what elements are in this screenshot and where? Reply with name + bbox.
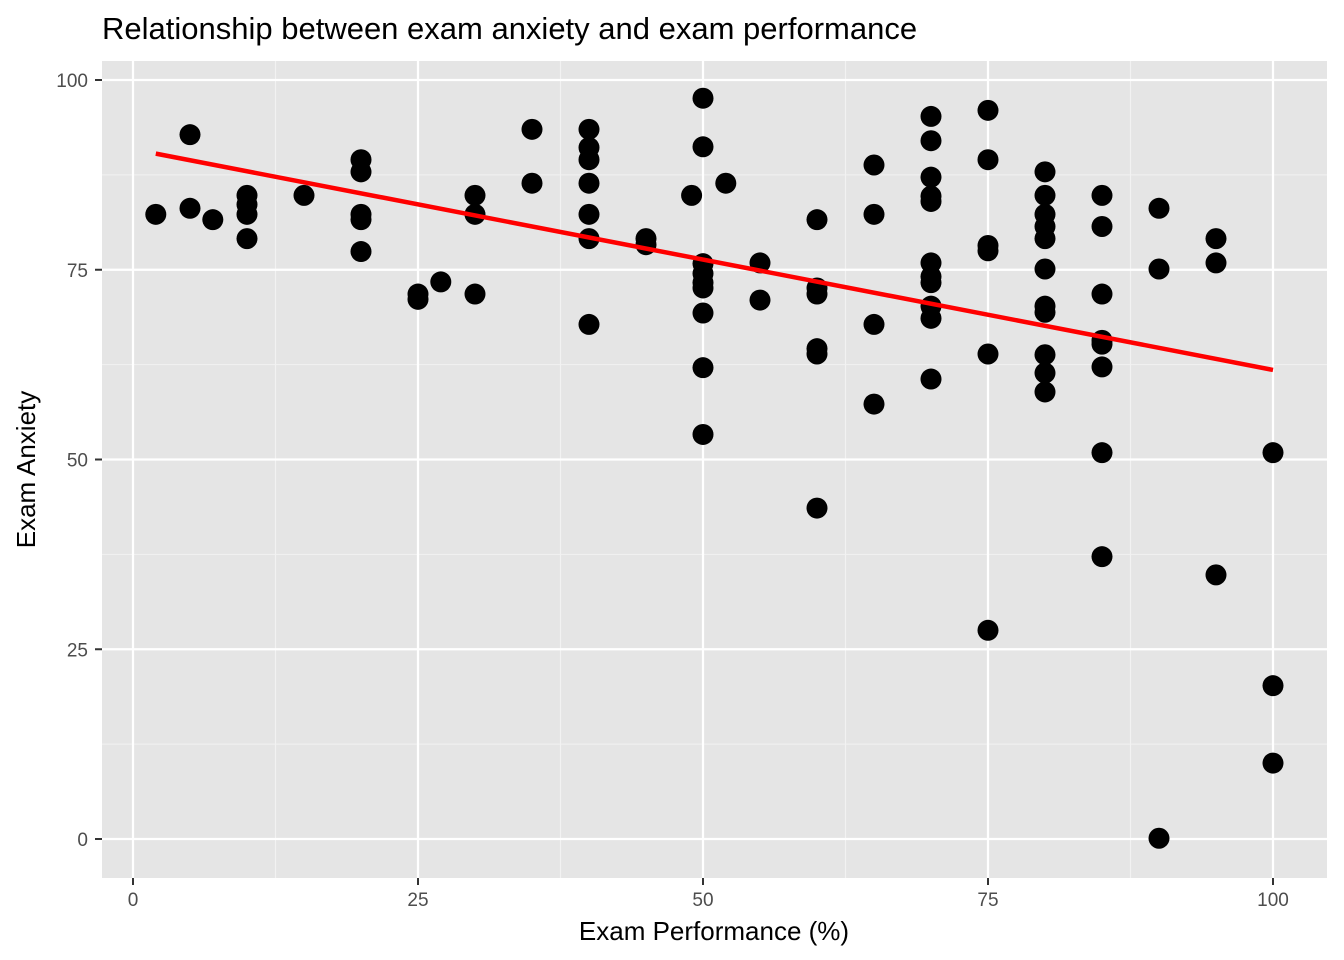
x-tick-label: 25	[407, 890, 428, 911]
data-point	[920, 272, 942, 294]
data-point	[1091, 283, 1113, 305]
data-point	[1091, 215, 1113, 237]
data-point	[977, 149, 999, 171]
x-tick-label: 50	[692, 890, 713, 911]
data-point	[920, 105, 942, 127]
data-point	[715, 172, 737, 194]
data-point	[578, 172, 600, 194]
data-point	[920, 190, 942, 212]
data-point	[236, 228, 258, 250]
data-point	[977, 619, 999, 641]
data-point	[692, 302, 714, 324]
x-tick-label: 0	[128, 890, 139, 911]
data-point	[806, 343, 828, 365]
data-point	[977, 99, 999, 121]
data-point	[1262, 675, 1284, 697]
data-point	[407, 288, 429, 310]
data-point	[521, 172, 543, 194]
data-point	[1091, 184, 1113, 206]
data-point	[692, 136, 714, 158]
chart-title: Relationship between exam anxiety and ex…	[102, 11, 917, 46]
data-point	[1091, 442, 1113, 464]
x-axis: 0 25 50 75 100	[128, 878, 1289, 911]
data-point	[863, 313, 885, 335]
y-tick-label: 25	[67, 640, 88, 661]
data-point	[236, 203, 258, 225]
data-point	[863, 393, 885, 415]
data-point	[863, 154, 885, 176]
x-axis-title: Exam Performance (%)	[579, 916, 849, 946]
minor-gridlines	[102, 61, 1327, 878]
major-gridlines	[102, 61, 1327, 878]
data-point	[1034, 301, 1056, 323]
data-point	[1205, 252, 1227, 274]
data-point	[464, 283, 486, 305]
y-axis: 0 25 50 75 100	[56, 71, 102, 851]
data-point	[1148, 258, 1170, 280]
data-point	[464, 184, 486, 206]
data-point	[521, 118, 543, 140]
data-point	[1148, 197, 1170, 219]
data-point	[1034, 362, 1056, 384]
data-point	[920, 130, 942, 152]
data-point	[920, 307, 942, 329]
data-point	[1034, 161, 1056, 183]
data-point	[179, 197, 201, 219]
data-point	[692, 357, 714, 379]
data-point	[1034, 184, 1056, 206]
data-point	[806, 283, 828, 305]
data-point	[1262, 442, 1284, 464]
data-point	[977, 240, 999, 262]
data-point	[1205, 564, 1227, 586]
data-point	[1034, 258, 1056, 280]
data-point	[578, 313, 600, 335]
data-point	[179, 124, 201, 146]
data-point	[578, 203, 600, 225]
plot-panel	[102, 61, 1327, 878]
data-point	[350, 161, 372, 183]
data-point	[863, 203, 885, 225]
data-point	[350, 241, 372, 263]
x-tick-label: 75	[977, 890, 998, 911]
data-point	[145, 203, 167, 225]
data-point	[806, 209, 828, 231]
data-point	[681, 184, 703, 206]
data-point	[1034, 381, 1056, 403]
data-point	[1034, 228, 1056, 250]
data-point	[1091, 546, 1113, 568]
data-point	[578, 118, 600, 140]
data-point	[749, 289, 771, 311]
data-point	[293, 184, 315, 206]
data-point	[692, 277, 714, 299]
y-axis-title: Exam Anxiety	[11, 391, 41, 549]
data-point	[920, 368, 942, 390]
data-point	[692, 87, 714, 109]
data-points	[145, 87, 1284, 849]
data-point	[806, 497, 828, 519]
data-point	[1148, 827, 1170, 849]
data-point	[920, 166, 942, 188]
y-tick-label: 100	[56, 71, 88, 92]
y-tick-label: 50	[67, 451, 88, 472]
data-point	[692, 423, 714, 445]
data-point	[202, 209, 224, 231]
data-point	[350, 209, 372, 231]
data-point	[1205, 228, 1227, 250]
data-point	[1034, 344, 1056, 366]
y-tick-label: 75	[67, 261, 88, 282]
data-point	[430, 271, 452, 293]
data-point	[1262, 752, 1284, 774]
data-point	[977, 343, 999, 365]
data-point	[578, 149, 600, 171]
x-tick-label: 100	[1257, 890, 1289, 911]
y-tick-label: 0	[77, 830, 88, 851]
data-point	[1091, 356, 1113, 378]
trend-line	[155, 151, 1274, 373]
